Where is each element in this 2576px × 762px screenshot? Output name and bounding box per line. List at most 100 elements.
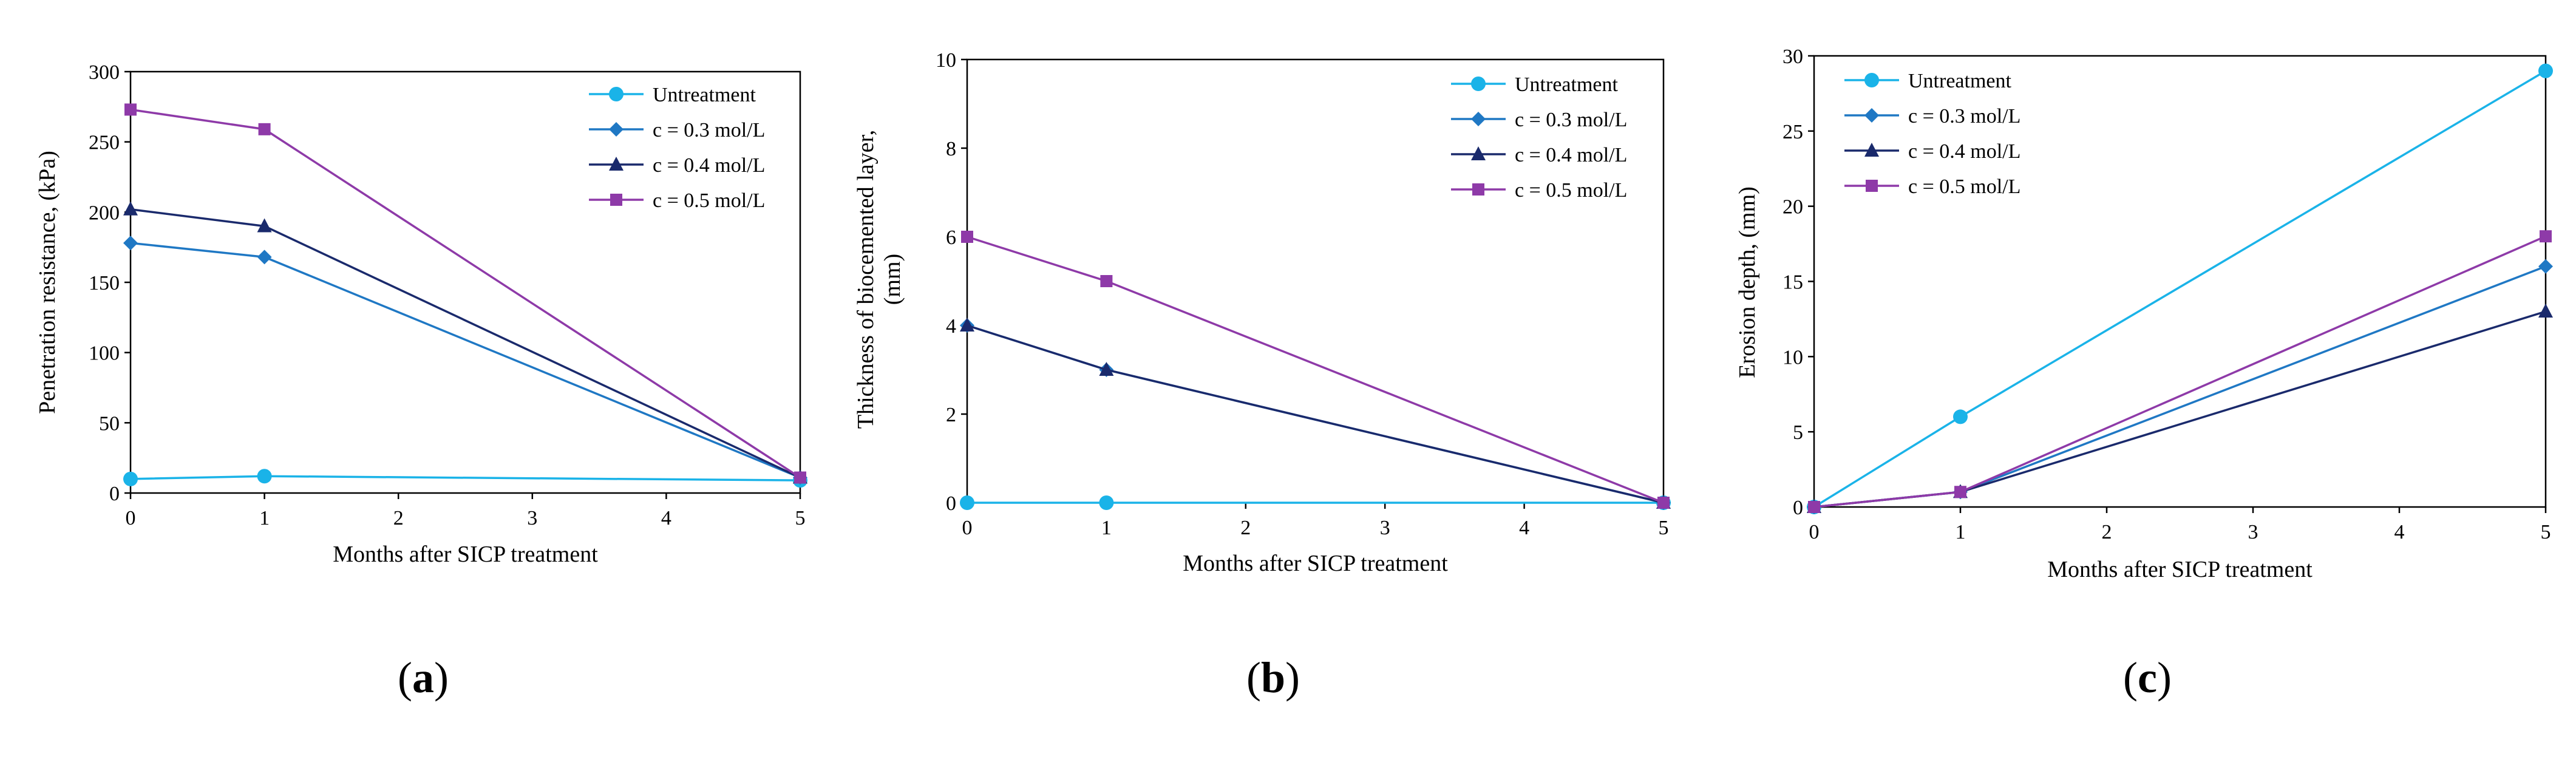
panel-label-open: ( [398,653,412,702]
data-point-circle [1099,495,1114,510]
series-line-diamond [130,242,801,479]
y-axis-label-line: Thickness of biocemented layer, [853,130,878,429]
x-tick-label: 5 [2541,521,2551,543]
y-tick-label: 5 [1793,421,1803,444]
data-point-square [1954,486,1966,498]
data-point-circle [123,471,138,486]
x-tick-label: 0 [962,517,973,539]
y-tick-label: 25 [1782,121,1803,143]
x-tick-label: 1 [1956,521,1966,543]
legend-marker-square [610,194,622,206]
data-point-circle [2538,63,2553,78]
x-tick-label: 0 [126,507,136,529]
legend-marker-square [1472,183,1484,196]
y-tick-label: 250 [89,132,120,154]
legend-marker-circle [609,87,624,101]
chart-panel-b: 0 2 4 6 8 10 0 1 2 3 4 5 Months after SICP treatment… [853,49,1671,702]
data-point-triangle [2538,304,2553,318]
legend-label: c = 0.3 mol/L [1908,105,2020,128]
legend-label: c = 0.4 mol/L [1908,140,2020,163]
x-tick-label: 4 [2394,521,2405,543]
x-tick-label: 3 [1380,517,1390,539]
y-tick-label: 300 [89,61,120,84]
legend: Untreatment c = 0.3 mol/L c = 0.4 mol/L c =… [1844,70,2020,198]
series-line-diamond [967,324,1664,504]
legend: Untreatment c = 0.3 mol/L c = 0.4 mol/L c =… [589,84,765,212]
data-point-triangle [1099,362,1114,376]
y-axis-label: Thickness of biocemented layer,(mm) [853,130,905,429]
y-tick-label: 30 [1782,46,1803,68]
y-tick-label: 2 [946,404,956,426]
legend-label: c = 0.5 mol/L [1908,175,2020,198]
legend: Untreatment c = 0.3 mol/L c = 0.4 mol/L c =… [1451,73,1627,202]
y-tick-label: 0 [109,483,120,505]
legend-marker-diamond [1864,108,1879,123]
panel-label: (a) [398,653,449,702]
data-point-diamond [257,250,272,265]
series-line-square [967,236,1664,504]
y-axis-label: Penetration resistance, (kPa) [35,151,60,414]
x-tick-label: 4 [661,507,671,529]
legend-marker-diamond [1471,112,1486,126]
x-tick-label: 2 [393,507,404,529]
legend-marker-square [1866,180,1878,192]
series-line-circle [1813,70,2546,508]
data-point-square [2540,230,2552,243]
data-point-square [961,231,973,243]
y-tick-label: 10 [1782,346,1803,369]
chart-panel-a: 0 50 100 150 200 250 300 0 1 2 3 4 5 Months after SIC… [35,61,807,702]
legend-label: c = 0.4 mol/L [653,154,765,177]
y-tick-label: 100 [89,342,120,365]
data-point-circle [257,469,272,484]
legend-marker-triangle [1864,143,1879,157]
y-tick-label: 0 [1793,497,1803,519]
x-tick-label: 4 [1519,517,1529,539]
y-tick-label: 8 [946,138,956,160]
y-tick-label: 0 [946,492,956,515]
legend-label: c = 0.5 mol/L [1515,179,1627,202]
x-tick-label: 3 [527,507,537,529]
panel-label-letter: c [2138,653,2157,702]
legend-label: Untreatment [1908,70,2011,92]
panel-label-open: ( [1246,653,1261,702]
y-tick-label: 10 [936,49,956,72]
legend-label: c = 0.3 mol/L [653,119,765,141]
data-point-circle [960,495,974,510]
x-tick-label: 1 [259,507,270,529]
series-line-triangle [967,324,1664,504]
y-tick-label: 6 [946,226,956,249]
x-tick-label: 2 [1240,517,1251,539]
y-tick-label: 20 [1782,196,1803,219]
x-axis-label: Months after SICP treatment [333,542,598,567]
data-point-square [1657,497,1670,509]
x-axis-label: Months after SICP treatment [2047,557,2313,582]
y-tick-label: 15 [1782,271,1803,294]
x-tick-label: 0 [1809,521,1820,543]
legend-label: c = 0.3 mol/L [1515,109,1627,131]
legend-marker-triangle [1471,146,1486,160]
y-tick-label: 150 [89,272,120,294]
legend-label: c = 0.4 mol/L [1515,144,1627,166]
y-axis-label: Erosion depth, (mm) [1735,186,1760,378]
data-point-square [1808,501,1820,513]
x-tick-label: 5 [1659,517,1669,539]
data-point-triangle [257,218,272,233]
legend-label: Untreatment [1515,73,1618,96]
series-line-triangle [1813,310,2546,508]
legend-label: c = 0.5 mol/L [653,189,765,212]
x-tick-label: 2 [2102,521,2112,543]
data-point-square [1100,275,1113,287]
legend-label: Untreatment [653,84,756,106]
series-line-circle [130,475,801,481]
y-tick-label: 4 [946,315,956,338]
panel-label-close: ) [1285,653,1300,702]
series-line-square [1813,235,2546,508]
y-axis-label-line: (mm) [880,254,905,305]
legend-marker-triangle [609,157,624,171]
panel-label-close: ) [2157,653,2172,702]
panel-label-letter: a [412,653,434,702]
x-axis-label: Months after SICP treatment [1183,551,1448,576]
data-point-circle [1953,409,1968,424]
y-axis-label-line: Erosion depth, (mm) [1735,186,1760,378]
y-axis-label-line: Penetration resistance, (kPa) [35,151,60,414]
